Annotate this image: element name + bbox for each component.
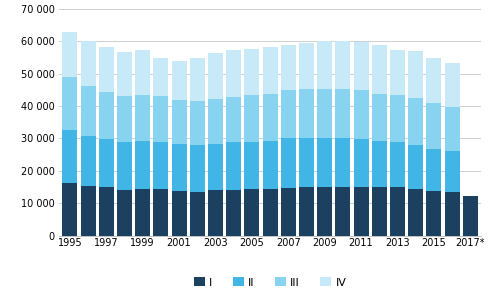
Bar bbox=[99, 92, 114, 139]
Bar bbox=[135, 50, 150, 95]
Bar bbox=[372, 187, 387, 236]
Bar bbox=[299, 43, 314, 89]
Bar bbox=[281, 90, 296, 139]
Bar bbox=[117, 96, 132, 142]
Bar bbox=[62, 183, 77, 236]
Bar bbox=[208, 53, 223, 99]
Bar bbox=[245, 95, 259, 142]
Bar bbox=[117, 190, 132, 236]
Bar bbox=[153, 142, 168, 189]
Bar bbox=[81, 136, 96, 186]
Bar bbox=[372, 94, 387, 141]
Bar bbox=[426, 58, 441, 103]
Bar bbox=[190, 101, 205, 145]
Bar bbox=[444, 108, 460, 151]
Bar bbox=[245, 189, 259, 236]
Bar bbox=[299, 187, 314, 236]
Bar bbox=[153, 189, 168, 236]
Bar bbox=[62, 130, 77, 183]
Bar bbox=[171, 144, 187, 191]
Bar bbox=[190, 58, 205, 101]
Bar bbox=[281, 45, 296, 90]
Bar bbox=[408, 189, 423, 236]
Bar bbox=[426, 191, 441, 236]
Bar bbox=[117, 142, 132, 190]
Bar bbox=[444, 63, 460, 108]
Bar bbox=[354, 90, 369, 139]
Bar bbox=[245, 142, 259, 189]
Bar bbox=[245, 49, 259, 95]
Bar bbox=[354, 139, 369, 187]
Bar bbox=[81, 86, 96, 136]
Bar bbox=[299, 138, 314, 187]
Bar bbox=[317, 89, 332, 138]
Bar bbox=[81, 186, 96, 236]
Bar bbox=[281, 139, 296, 188]
Bar bbox=[426, 149, 441, 191]
Bar bbox=[226, 50, 241, 97]
Bar bbox=[335, 187, 350, 236]
Bar bbox=[190, 191, 205, 236]
Bar bbox=[444, 192, 460, 236]
Bar bbox=[81, 41, 96, 86]
Bar bbox=[463, 196, 478, 236]
Bar bbox=[317, 41, 332, 89]
Bar bbox=[390, 95, 405, 142]
Bar bbox=[317, 187, 332, 236]
Bar bbox=[208, 99, 223, 144]
Bar bbox=[317, 138, 332, 187]
Bar bbox=[335, 138, 350, 187]
Bar bbox=[444, 151, 460, 192]
Bar bbox=[335, 89, 350, 138]
Bar bbox=[135, 95, 150, 141]
Bar bbox=[372, 45, 387, 94]
Bar bbox=[263, 141, 277, 189]
Bar bbox=[299, 89, 314, 138]
Bar bbox=[372, 141, 387, 187]
Bar bbox=[99, 139, 114, 187]
Bar bbox=[390, 142, 405, 187]
Bar bbox=[263, 47, 277, 94]
Bar bbox=[226, 97, 241, 142]
Bar bbox=[390, 187, 405, 236]
Bar bbox=[153, 58, 168, 96]
Legend: I, II, III, IV: I, II, III, IV bbox=[190, 273, 351, 292]
Bar bbox=[99, 47, 114, 92]
Bar bbox=[226, 142, 241, 190]
Bar bbox=[408, 51, 423, 98]
Bar bbox=[208, 144, 223, 190]
Bar bbox=[171, 191, 187, 236]
Bar bbox=[335, 41, 350, 89]
Bar bbox=[153, 96, 168, 142]
Bar bbox=[426, 103, 441, 149]
Bar bbox=[354, 187, 369, 236]
Bar bbox=[171, 61, 187, 100]
Bar bbox=[135, 189, 150, 236]
Bar bbox=[263, 94, 277, 141]
Bar bbox=[62, 77, 77, 130]
Bar bbox=[208, 190, 223, 236]
Bar bbox=[408, 98, 423, 145]
Bar bbox=[354, 42, 369, 90]
Bar bbox=[62, 32, 77, 77]
Bar bbox=[117, 52, 132, 96]
Bar bbox=[281, 188, 296, 236]
Bar bbox=[263, 189, 277, 236]
Bar bbox=[408, 145, 423, 189]
Bar bbox=[171, 100, 187, 144]
Bar bbox=[390, 50, 405, 95]
Bar bbox=[226, 190, 241, 236]
Bar bbox=[99, 187, 114, 236]
Bar bbox=[135, 141, 150, 189]
Bar bbox=[190, 145, 205, 191]
